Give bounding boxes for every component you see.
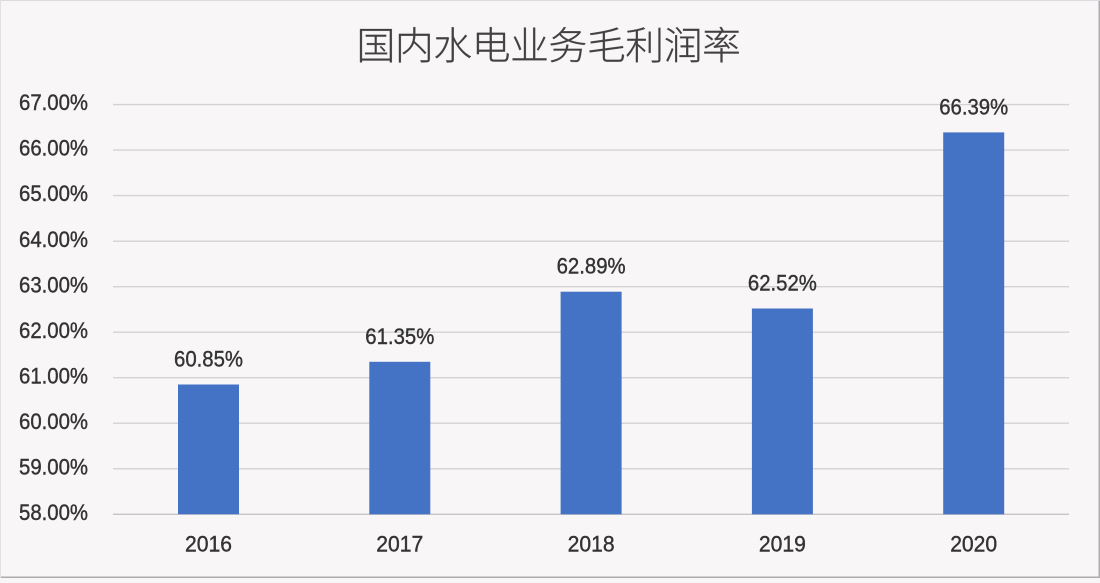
svg-text:65.00%: 65.00% bbox=[19, 181, 88, 206]
svg-text:64.00%: 64.00% bbox=[19, 227, 88, 252]
svg-text:67.00%: 67.00% bbox=[19, 90, 88, 115]
svg-text:61.35%: 61.35% bbox=[365, 324, 434, 349]
svg-text:2017: 2017 bbox=[376, 531, 423, 556]
svg-text:62.00%: 62.00% bbox=[19, 318, 88, 343]
svg-text:63.00%: 63.00% bbox=[19, 272, 88, 297]
svg-text:61.00%: 61.00% bbox=[19, 363, 88, 388]
svg-text:58.00%: 58.00% bbox=[19, 500, 88, 525]
svg-text:60.00%: 60.00% bbox=[19, 409, 88, 434]
svg-text:2020: 2020 bbox=[950, 531, 997, 556]
svg-text:2018: 2018 bbox=[568, 531, 615, 556]
svg-text:2019: 2019 bbox=[759, 531, 806, 556]
svg-text:2016: 2016 bbox=[185, 531, 232, 556]
svg-text:60.85%: 60.85% bbox=[174, 347, 243, 372]
svg-text:62.89%: 62.89% bbox=[557, 254, 626, 279]
svg-text:66.39%: 66.39% bbox=[939, 94, 1008, 119]
svg-text:66.00%: 66.00% bbox=[19, 136, 88, 161]
svg-text:62.52%: 62.52% bbox=[748, 271, 817, 296]
svg-text:59.00%: 59.00% bbox=[19, 454, 88, 479]
